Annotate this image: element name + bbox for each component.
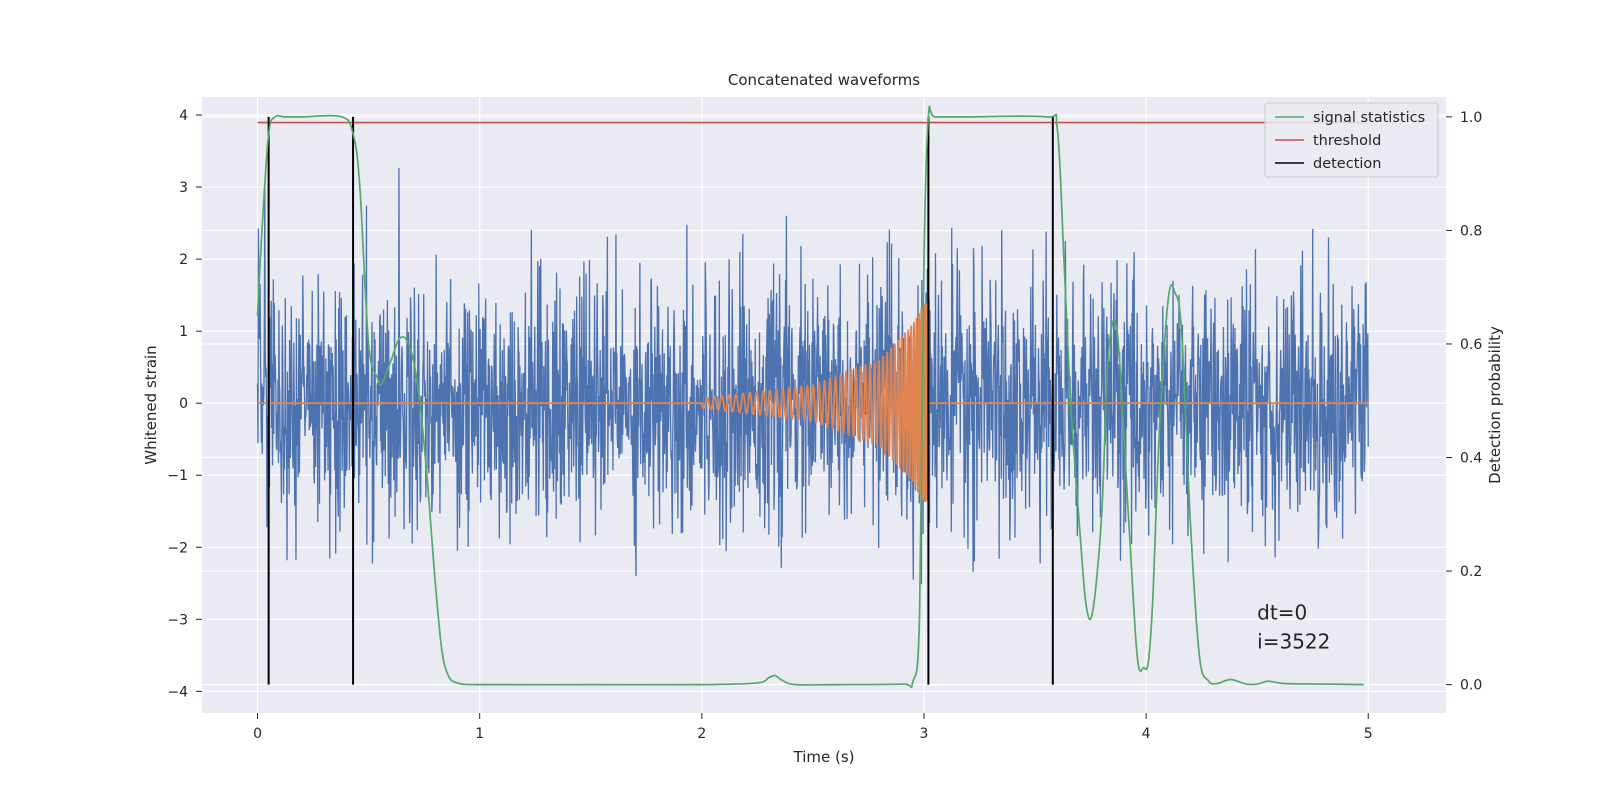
- y-tick-label-right: 1.0: [1460, 110, 1482, 126]
- y-tick-label-right: 0.8: [1460, 223, 1482, 239]
- y-tick-label-left: 1: [179, 324, 188, 340]
- x-tick-label: 1: [475, 726, 484, 742]
- y-tick-label-left: 2: [179, 252, 188, 268]
- annotation-dt: dt=0: [1257, 600, 1307, 624]
- y-tick-label-left: −1: [167, 468, 188, 484]
- legend-label-signal-statistics: signal statistics: [1313, 110, 1425, 126]
- plot-content: [256, 105, 1369, 689]
- ticks: 0 1 2 3 4 5 4 3 2 1 0 −1 −2 −3 −4 1.0 0.8 0.6 0.4 0.2 0.0: [167, 108, 1482, 742]
- y-axis-label-right: Detection probability: [1486, 326, 1504, 484]
- y-tick-label-left: 4: [179, 108, 188, 124]
- annotation-index: i=3522: [1257, 629, 1330, 653]
- y-tick-label-left: 3: [179, 180, 188, 196]
- y-tick-label-left: 0: [179, 396, 188, 412]
- x-tick-label: 5: [1364, 726, 1373, 742]
- legend: signal statistics threshold detection: [1264, 102, 1439, 178]
- y-tick-label-right: 0.4: [1460, 451, 1482, 467]
- legend-label-detection: detection: [1313, 156, 1381, 172]
- x-tick-label: 2: [697, 726, 706, 742]
- y-tick-label-left: −4: [167, 684, 188, 700]
- annotations: dt=0 i=3522: [1257, 600, 1330, 653]
- y-tick-label-left: −2: [167, 540, 188, 556]
- chart-title: Concatenated waveforms: [728, 71, 920, 89]
- y-tick-label-right: 0.2: [1460, 564, 1482, 580]
- y-tick-label-right: 0.6: [1460, 337, 1482, 353]
- signal-statistics-series: [256, 105, 1364, 689]
- y-axis-label-left: Whitened strain: [142, 345, 160, 464]
- injection-series: [257, 302, 1369, 504]
- legend-box: [1264, 102, 1439, 178]
- y-tick-label-right: 0.0: [1460, 678, 1482, 694]
- strain-series: [256, 168, 1369, 585]
- x-axis-label: Time (s): [793, 748, 855, 766]
- legend-label-threshold: threshold: [1313, 133, 1381, 149]
- y-tick-label-left: −3: [167, 612, 188, 628]
- x-tick-label: 0: [253, 726, 262, 742]
- x-tick-label: 4: [1142, 726, 1151, 742]
- x-tick-label: 3: [920, 726, 929, 742]
